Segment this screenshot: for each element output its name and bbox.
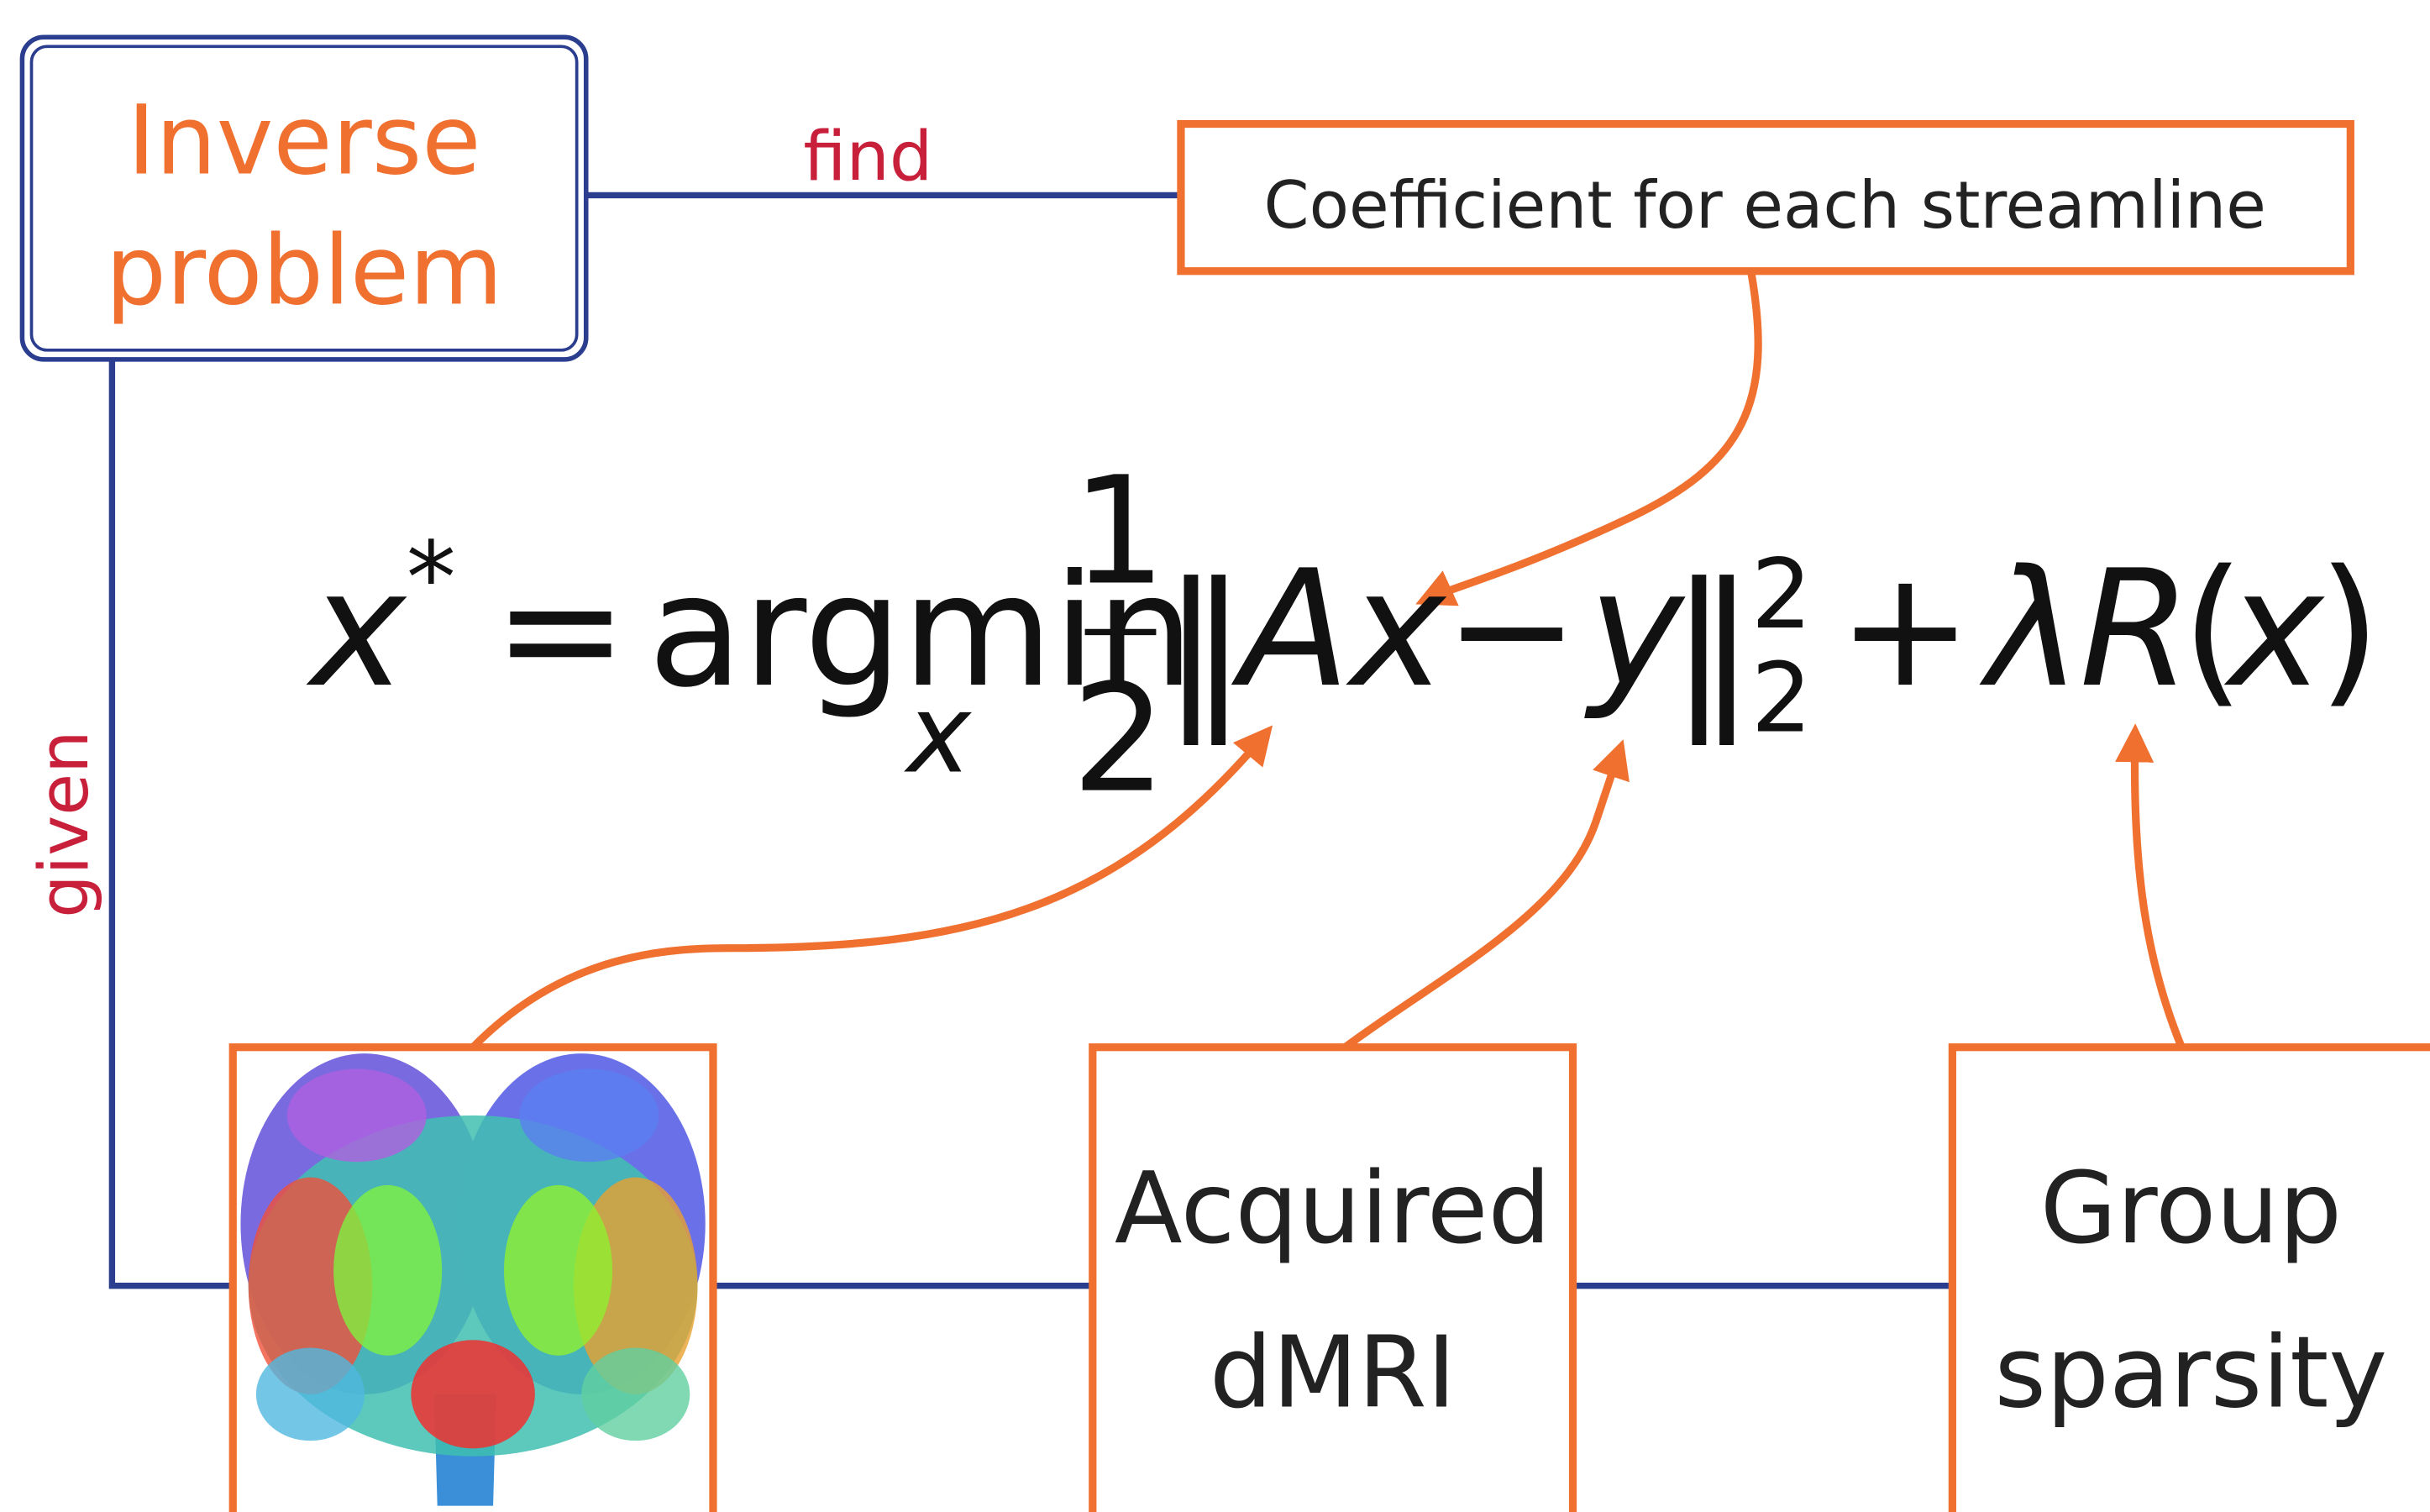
formula-part: =: [493, 536, 628, 723]
connectors: [108, 192, 1953, 1289]
formula-part: R: [2080, 536, 2191, 723]
formula-part: 2: [1751, 538, 1813, 650]
node-label: problem: [106, 214, 503, 326]
node-label: dMRI: [1210, 1315, 1456, 1431]
formula-part: (: [2181, 536, 2244, 723]
formula-part: +: [1838, 536, 1973, 723]
edge-label: find: [803, 118, 932, 197]
formula-part: x: [306, 536, 407, 723]
node-label: Inverse: [128, 85, 481, 197]
formula-part: 1: [1072, 444, 1167, 617]
node-box: [1089, 1043, 1577, 1512]
node-label: sparsity: [1995, 1315, 2388, 1431]
node-box-inner: [29, 45, 579, 352]
formula-part: 2: [1751, 642, 1813, 753]
formula-part: x: [903, 671, 972, 797]
formula-part: ): [2318, 536, 2381, 723]
node-label: Coefficient for each streamline: [1264, 168, 2266, 244]
node-box: [19, 34, 589, 362]
node-label: Group: [2040, 1150, 2342, 1266]
formula-part: ‖: [1671, 547, 1756, 745]
formula-part: y: [1584, 536, 1686, 723]
brain-image: [240, 1053, 706, 1506]
formula-part: x: [2224, 536, 2326, 723]
edge-label: given: [25, 730, 104, 917]
formula: x * = argmin x 1 2 ‖ Ax − y ‖ 2 2 + λ R …: [306, 444, 2380, 825]
formula-part: λ: [1979, 536, 2082, 723]
formula-part: ‖: [1163, 547, 1247, 745]
node-box: [1948, 1043, 2430, 1512]
node-label: Acquired: [1115, 1150, 1551, 1266]
formula-part: −: [1444, 536, 1579, 723]
arrows: [470, 270, 2186, 1051]
formula-part: 2: [1072, 653, 1167, 826]
formula-part: *: [407, 519, 456, 635]
node-box: [1177, 119, 2354, 276]
formula-part: Ax: [1231, 536, 1447, 723]
